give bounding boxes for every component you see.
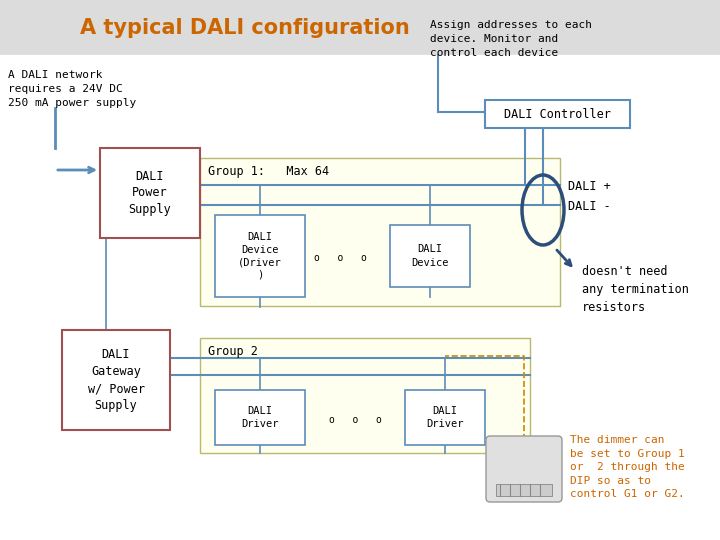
Text: Group 2: Group 2 — [208, 346, 258, 359]
Bar — [390, 225, 470, 287]
Text: doesn't need
any termination
resistors: doesn't need any termination resistors — [582, 265, 689, 314]
Text: o   o   o: o o o — [328, 415, 382, 425]
Text: DALI
Device: DALI Device — [411, 245, 449, 268]
Bar — [485, 100, 630, 128]
Text: Group 1:   Max 64: Group 1: Max 64 — [208, 165, 329, 179]
Text: A DALI network
requires a 24V DC
250 mA power supply: A DALI network requires a 24V DC 250 mA … — [8, 70, 136, 108]
Bar — [0, 55, 720, 540]
Text: DALI
Gateway
w/ Power
Supply: DALI Gateway w/ Power Supply — [88, 348, 145, 412]
Bar — [215, 215, 305, 297]
FancyBboxPatch shape — [486, 436, 562, 502]
Bar — [200, 338, 530, 453]
Text: DALI Controller: DALI Controller — [504, 107, 611, 120]
Text: Assign addresses to each
device. Monitor and
control each device: Assign addresses to each device. Monitor… — [430, 20, 592, 58]
Text: DALI -: DALI - — [568, 200, 611, 213]
Bar — [100, 148, 200, 238]
Text: DALI
Driver: DALI Driver — [241, 406, 279, 429]
Text: DALI
Driver: DALI Driver — [426, 406, 464, 429]
Bar — [215, 390, 305, 445]
Text: A typical DALI configuration: A typical DALI configuration — [80, 18, 410, 38]
Bar — [496, 484, 552, 496]
Text: DALI
Power
Supply: DALI Power Supply — [129, 170, 171, 217]
Text: o   o   o: o o o — [314, 253, 366, 263]
Bar — [0, 0, 720, 55]
Bar — [200, 158, 560, 306]
Bar — [405, 390, 485, 445]
Text: DALI
Device
(Driver
): DALI Device (Driver ) — [238, 232, 282, 280]
Bar — [62, 330, 170, 430]
Text: DALI +: DALI + — [568, 180, 611, 193]
Text: The dimmer can
be set to Group 1
or  2 through the
DIP so as to
control G1 or G2: The dimmer can be set to Group 1 or 2 th… — [570, 435, 685, 500]
